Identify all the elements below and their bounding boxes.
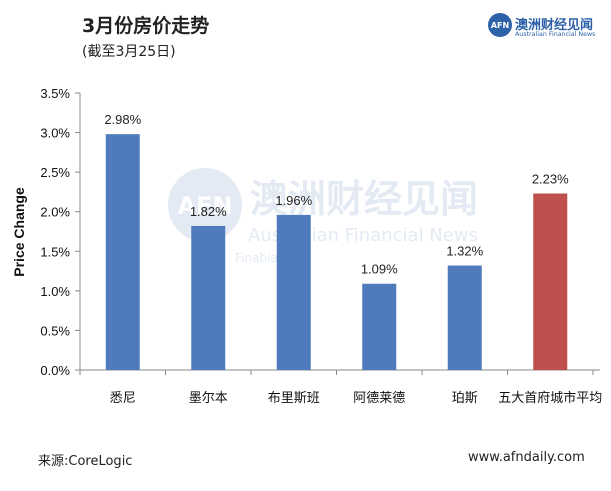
x-tick-label: 悉尼	[110, 391, 136, 406]
watermark-mark: AFN	[177, 192, 232, 220]
website-link: www.afndaily.com	[468, 450, 585, 465]
y-tick-label: 0.5%	[40, 323, 70, 338]
data-label: 2.23%	[532, 172, 569, 187]
data-label: 2.98%	[104, 112, 141, 127]
y-tick-label: 2.0%	[40, 205, 70, 220]
chart-subtitle: (截至3月25日)	[82, 44, 176, 60]
afn-logo-name-en: Australian Financial News	[515, 31, 596, 38]
watermark-name-cn: 澳洲财经见闻	[250, 177, 478, 221]
y-tick-label: 3.0%	[40, 126, 70, 141]
bar	[533, 193, 568, 370]
afn-logo: AFN 澳洲财经见闻 Australian Financial News	[488, 13, 608, 43]
y-tick-label: 2.5%	[40, 165, 70, 180]
y-tick-label: 0.0%	[40, 363, 70, 378]
afn-logo-mark: AFN	[488, 13, 512, 37]
bar	[105, 134, 140, 370]
x-tick-label: 墨尔本	[189, 391, 228, 406]
bar	[362, 283, 397, 370]
y-tick-label: 1.5%	[40, 244, 70, 259]
afn-logo-name-cn: 澳洲财经见闻	[515, 18, 594, 33]
x-tick-label: 阿德莱德	[353, 391, 405, 406]
axes: 0.0% 0.5% 1.0% 1.5% 2.0% 2.5% 3.0% 3.5%	[40, 86, 600, 378]
bar	[447, 265, 482, 370]
bar	[276, 214, 311, 370]
y-tick-label: 1.0%	[40, 284, 70, 299]
data-label: 1.96%	[275, 193, 312, 208]
x-tick-label: 珀斯	[452, 391, 478, 406]
watermark-sub-text: Finabian	[235, 251, 285, 265]
watermark-circle	[168, 168, 242, 242]
bar	[191, 225, 226, 370]
data-label: 1.09%	[361, 262, 398, 277]
y-tick-label: 3.5%	[40, 86, 70, 101]
data-label: 1.82%	[190, 204, 227, 219]
data-label: 1.32%	[446, 244, 483, 259]
bars	[105, 134, 568, 370]
y-axis-label: Price Change	[11, 187, 27, 277]
chart-title: 3月份房价走势	[82, 15, 210, 37]
x-tick-label: 布里斯班	[268, 391, 320, 406]
data-labels: 2.98% 悉尼 1.82% 墨尔本 1.96% 布里斯班 1.09% 阿德莱德 1.32% 珀斯…	[104, 112, 602, 406]
x-tick-label: 五大首府城市平均	[498, 390, 602, 406]
source-note: 来源:CoreLogic	[38, 454, 133, 469]
